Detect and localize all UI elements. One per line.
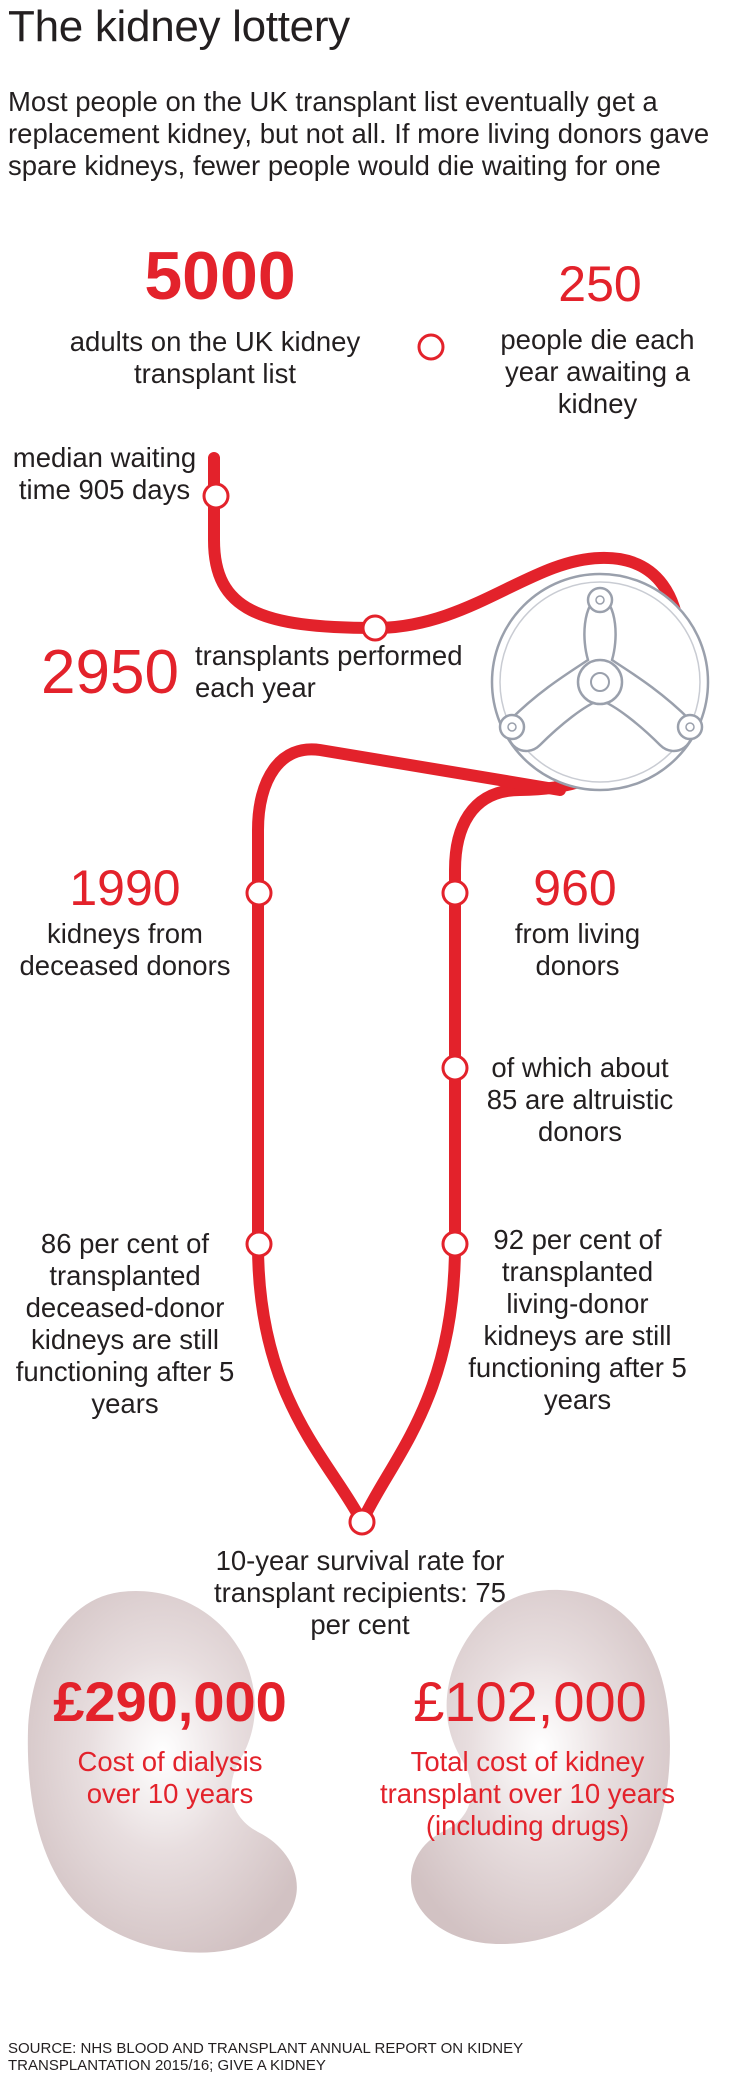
- intro-text: Most people on the UK transplant list ev…: [8, 86, 710, 181]
- transplants-label: transplants performed each year: [195, 640, 463, 703]
- node-survival-rate: [348, 1508, 376, 1536]
- transplant-cost-label: Total cost of kidney transplant over 10 …: [379, 1746, 676, 1841]
- deaths-label: people die each year awaiting a kidney: [500, 324, 695, 419]
- dialysis-cost-amount: £290,000: [53, 1670, 287, 1733]
- kidney-right-icon: [410, 1589, 670, 1945]
- list-number: 5000: [144, 238, 296, 314]
- living-survival-label: 92 per cent of transplanted living-donor…: [468, 1224, 687, 1415]
- survival-rate-label: 10-year survival rate for transplant rec…: [214, 1545, 506, 1640]
- list-label: adults on the UK kidney transplant list: [69, 326, 361, 389]
- altruistic-label: of which about 85 are altruistic donors: [486, 1052, 674, 1147]
- node-living-survival: [441, 1230, 469, 1258]
- lottery-wheel-icon: [490, 572, 710, 792]
- transplant-cost-amount: £102,000: [413, 1670, 647, 1733]
- dialysis-cost-label: Cost of dialysis over 10 years: [77, 1746, 263, 1809]
- node-living: [441, 879, 469, 907]
- node-waiting: [202, 482, 230, 510]
- living-label: from living donors: [514, 918, 641, 981]
- deaths-number: 250: [558, 256, 642, 312]
- source-note: SOURCE: NHS BLOOD AND TRANSPLANT ANNUAL …: [8, 2040, 523, 2074]
- living-number: 960: [533, 860, 617, 916]
- transplants-number: 2950: [41, 638, 179, 707]
- deceased-number: 1990: [69, 860, 181, 916]
- node-deaths: [417, 333, 445, 361]
- deceased-survival-label: 86 per cent of transplanted deceased-don…: [15, 1228, 235, 1419]
- waiting-label: median waiting time 905 days: [12, 442, 197, 505]
- node-deceased: [245, 879, 273, 907]
- node-transplants: [361, 614, 389, 642]
- page-title: The kidney lottery: [8, 2, 350, 51]
- kidney-left-icon: [27, 1590, 297, 1953]
- node-altruistic: [441, 1054, 469, 1082]
- deceased-label: kidneys from deceased donors: [19, 918, 231, 981]
- node-deceased-survival: [245, 1230, 273, 1258]
